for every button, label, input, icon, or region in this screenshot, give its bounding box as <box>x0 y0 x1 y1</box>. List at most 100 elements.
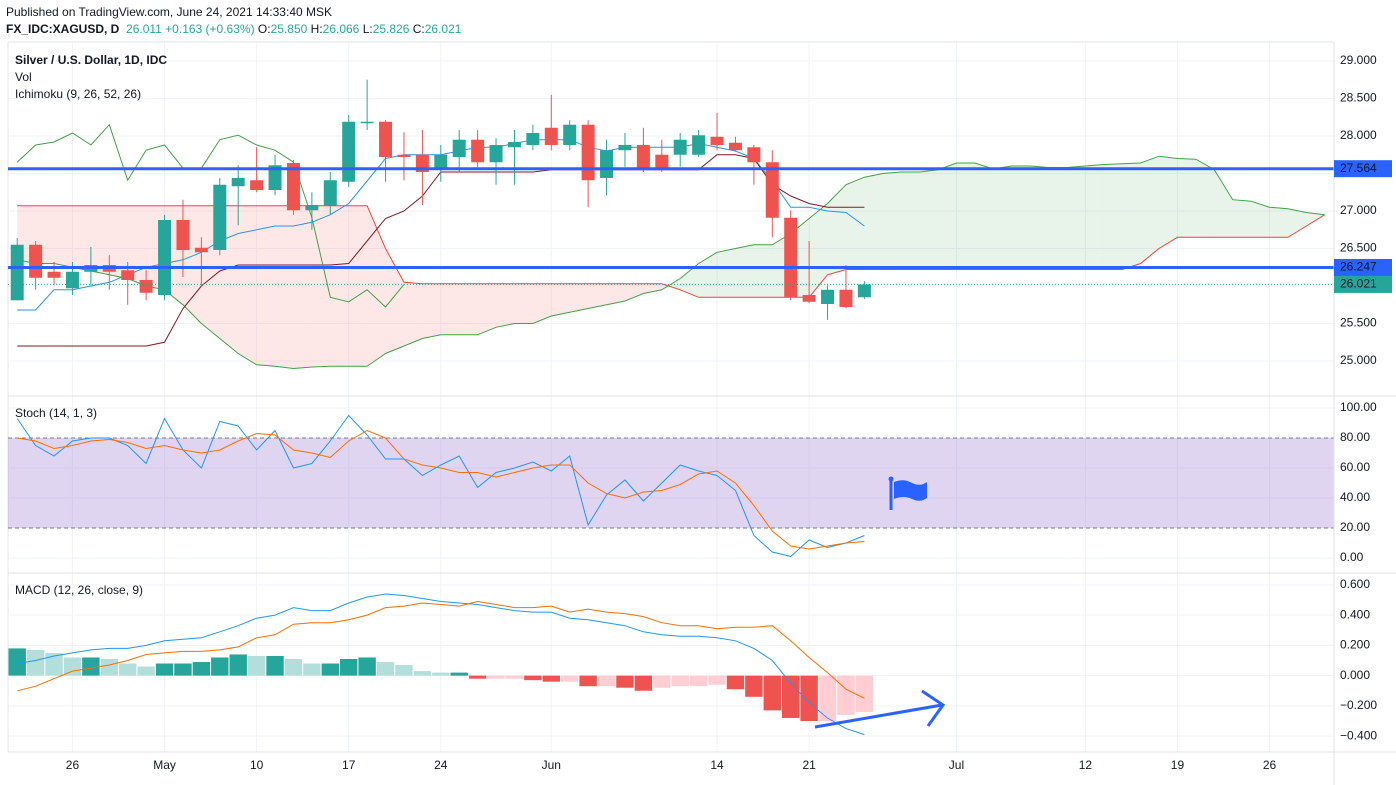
candle-body <box>784 217 798 298</box>
pane-title: Stoch (14, 1, 3) <box>15 406 97 420</box>
candle-body <box>673 139 687 155</box>
c-value: 26.021 <box>424 22 462 36</box>
x-tick-label: 10 <box>250 758 264 772</box>
published: Published on TradingView.com, June 24, 2… <box>6 5 332 19</box>
cloud-fill <box>1011 165 1031 270</box>
histogram-bar <box>376 662 395 676</box>
cloud-fill <box>1287 208 1307 238</box>
cloud-fill <box>1232 199 1252 238</box>
pane-subtitle: Vol <box>15 70 32 84</box>
y-tick-label: 0.600 <box>1340 577 1370 591</box>
histogram-bar <box>229 654 247 676</box>
y-tick-label: 20.00 <box>1340 520 1370 534</box>
cloud-fill <box>1140 156 1160 264</box>
pane-title: MACD (12, 26, close, 9) <box>15 583 143 597</box>
cloud-fill <box>403 282 423 347</box>
histogram-bar <box>561 675 579 682</box>
y-tick-label: 40.00 <box>1340 490 1370 504</box>
candle-body <box>452 139 466 157</box>
series-line <box>16 414 865 558</box>
cloud-fill <box>1177 158 1196 238</box>
cloud-fill <box>477 283 497 335</box>
cloud-fill <box>735 244 754 298</box>
candle-body <box>507 141 521 148</box>
cloud-fill <box>919 169 939 270</box>
cloud-fill <box>1122 162 1141 270</box>
candle-body <box>802 295 816 302</box>
candle-body <box>857 284 871 298</box>
histogram-bar <box>542 675 560 682</box>
candle-body <box>47 271 61 278</box>
series-line <box>17 593 865 736</box>
y-tick-label: 27.000 <box>1340 203 1377 217</box>
candle-body <box>194 247 208 253</box>
data-layer <box>8 42 1334 752</box>
histogram-bar <box>597 675 616 687</box>
histogram-bar <box>487 675 505 679</box>
pane-title: Silver / U.S. Dollar, 1D, IDC <box>15 53 167 67</box>
x-tick-label: May <box>153 758 176 772</box>
histogram-bar <box>689 675 708 687</box>
o-value: 25.850 <box>270 22 308 36</box>
histogram-bar <box>284 658 303 676</box>
candle-body <box>526 132 540 145</box>
y-tick-label: 100.00 <box>1340 400 1377 414</box>
candle-body <box>728 142 742 151</box>
candle-body <box>121 270 135 281</box>
histogram-bar <box>247 655 266 676</box>
candle-body <box>710 136 724 145</box>
cloud-fill <box>330 205 349 367</box>
frame-layer: Silver / U.S. Dollar, 1D, IDC Vol Ichimo… <box>8 42 1396 785</box>
flag-knob <box>888 476 894 482</box>
y-tick-label: 28.500 <box>1340 91 1377 105</box>
indicator-line <box>16 123 405 308</box>
cloud-fill <box>311 205 331 368</box>
candle-body <box>231 177 245 187</box>
last-price-label: 26.021 <box>1340 277 1377 291</box>
candle-body <box>655 154 669 169</box>
cloud-fill <box>680 263 699 298</box>
cloud-fill <box>90 205 110 275</box>
y-tick-label: 0.200 <box>1340 638 1370 652</box>
candle-body <box>434 154 448 170</box>
cloud-fill <box>293 205 312 369</box>
candle-body <box>213 184 227 251</box>
price-label-box <box>1334 258 1392 276</box>
y-tick-label: 28.000 <box>1340 128 1377 142</box>
cloud-fill <box>809 203 828 298</box>
x-tick-label: 26 <box>1263 758 1277 772</box>
cloud-fill <box>1214 169 1233 238</box>
histogram-bar <box>358 657 376 676</box>
cloud-fill <box>624 283 644 302</box>
cloud-fill <box>551 283 570 317</box>
last: 26.011 <box>126 22 162 36</box>
candle-body <box>342 121 356 182</box>
cloud-fill <box>1195 159 1215 238</box>
cloud-fill <box>606 283 625 305</box>
cloud-fill <box>1085 164 1104 270</box>
cloud-fill <box>127 205 147 287</box>
candle-body <box>139 280 153 293</box>
histogram-bar <box>211 657 229 676</box>
histogram-bar <box>745 675 763 697</box>
cloud-fill <box>422 283 441 339</box>
cloud-fill <box>588 283 607 309</box>
cloud-fill <box>974 162 994 270</box>
candle-body <box>600 150 614 178</box>
y-tick-label: 29.000 <box>1340 53 1377 67</box>
cloud-fill <box>348 205 368 367</box>
cloud-fill <box>72 205 91 272</box>
last-price-box <box>1334 275 1392 293</box>
symbol: FX_IDC:XAGUSD, D <box>6 22 120 36</box>
header: Published on TradingView.com, June 24, 2… <box>6 4 461 38</box>
arrow-head <box>921 689 946 727</box>
h-label: H: <box>310 22 323 36</box>
cloud-fill <box>459 283 478 335</box>
histogram-bar <box>321 663 339 676</box>
histogram-bar <box>82 657 100 676</box>
histogram-bar <box>782 675 800 718</box>
candle-body <box>747 147 761 163</box>
price-label: 26.247 <box>1340 260 1377 274</box>
pane-subtitle: Ichimoku (9, 26, 52, 26) <box>15 87 141 101</box>
span-b-line <box>17 205 1326 298</box>
